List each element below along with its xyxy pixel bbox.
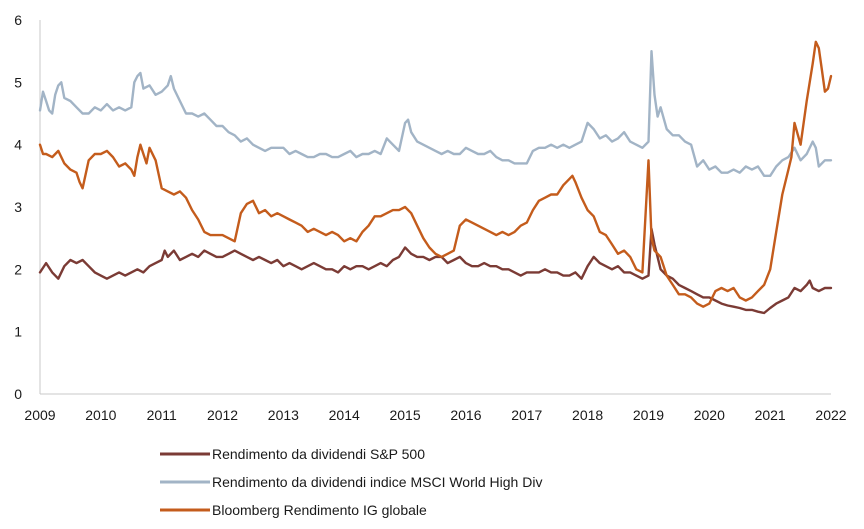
y-tick-label: 3: [14, 199, 22, 215]
legend-label-1: Rendimento da dividendi S&P 500: [212, 446, 425, 462]
x-tick-label: 2019: [633, 407, 664, 423]
series-line-3: [38, 40, 833, 308]
axes: [39, 20, 831, 395]
legend: Rendimento da dividendi S&P 500 Rendiment…: [160, 446, 542, 518]
x-tick-label: 2016: [450, 407, 481, 423]
legend-label-3: Bloomberg Rendimento IG globale: [212, 502, 427, 518]
y-tick-label: 4: [14, 137, 22, 153]
series-lines: [38, 40, 833, 315]
series-line-2: [38, 50, 833, 177]
x-tick-label: 2017: [511, 407, 542, 423]
x-tick-label: 2022: [815, 407, 846, 423]
y-tick-label: 6: [14, 12, 22, 28]
y-tick-label: 1: [14, 324, 22, 340]
y-tick-label: 2: [14, 261, 22, 277]
series-line-1: [38, 227, 833, 315]
x-tick-label: 2012: [207, 407, 238, 423]
x-tick-label: 2013: [268, 407, 299, 423]
x-tick-label: 2021: [755, 407, 786, 423]
y-tick-label: 5: [14, 74, 22, 90]
y-axis-ticks: 0 1 2 3 4 5 6: [14, 12, 22, 402]
x-tick-label: 2009: [24, 407, 55, 423]
x-tick-label: 2011: [147, 407, 177, 423]
y-tick-label: 0: [14, 386, 22, 402]
x-tick-label: 2015: [389, 407, 420, 423]
x-axis-ticks: 2009 2010 2011 2012 2013 2014 2015 2016 2017 2018…: [24, 407, 846, 423]
x-tick-label: 2010: [85, 407, 116, 423]
legend-label-2: Rendimento da dividendi indice MSCI Worl…: [212, 474, 542, 490]
x-tick-label: 2014: [329, 407, 360, 423]
x-tick-label: 2020: [694, 407, 725, 423]
x-tick-label: 2018: [572, 407, 603, 423]
